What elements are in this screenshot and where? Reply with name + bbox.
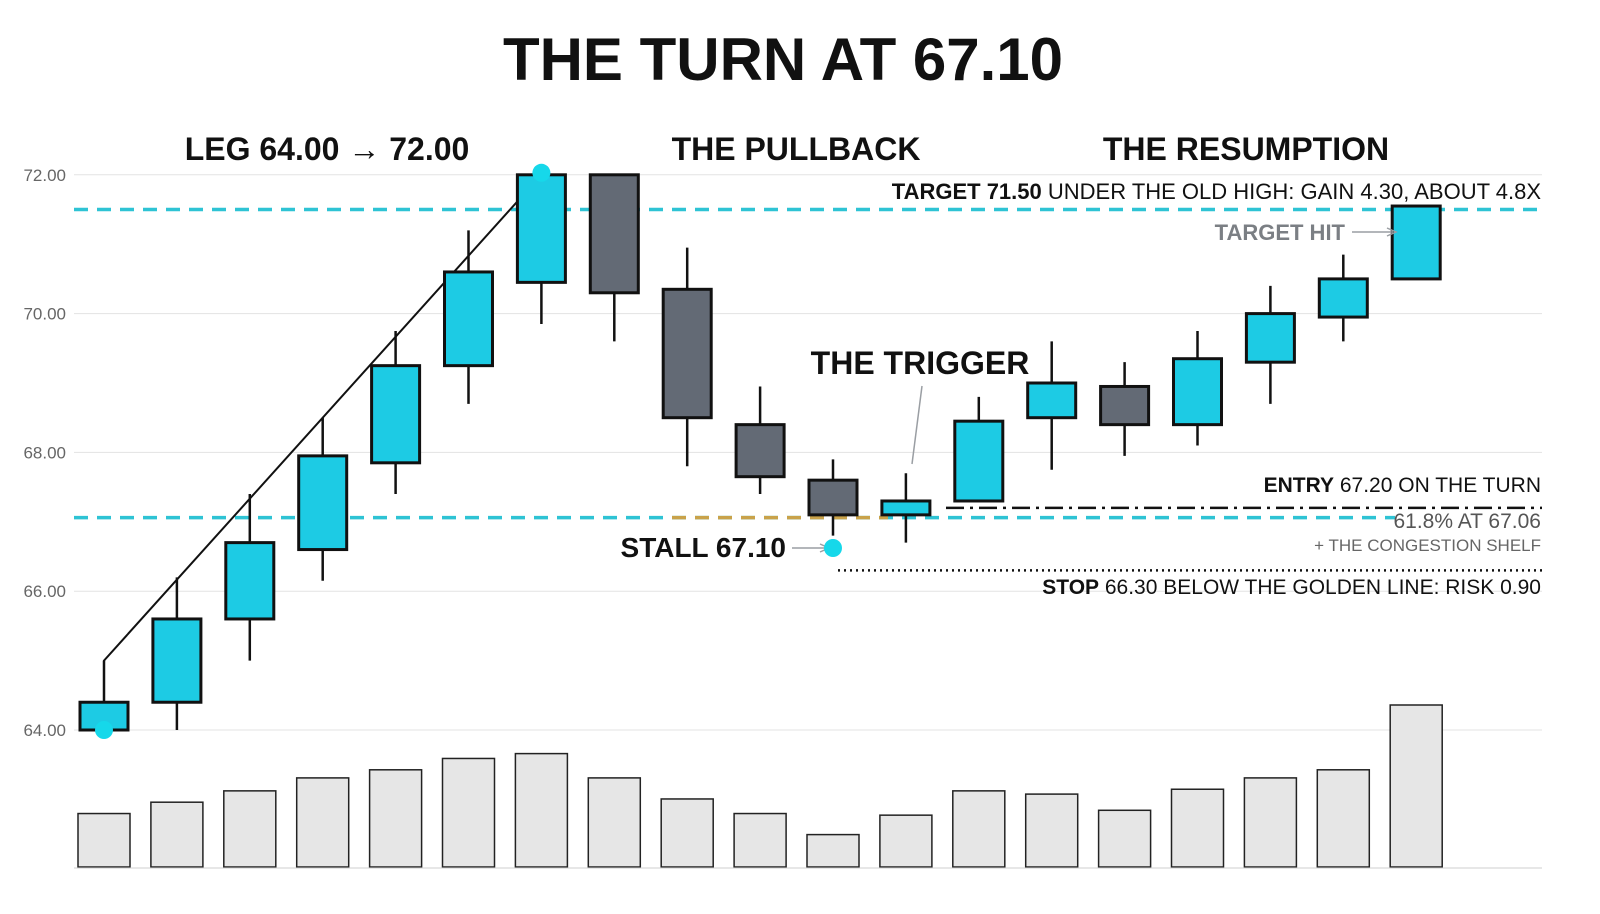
entry-label-rest: 67.20 ON THE TURN <box>1334 474 1541 497</box>
candle-body <box>297 454 349 552</box>
volume-bar <box>806 833 860 868</box>
candle-body <box>1099 384 1151 427</box>
candle <box>807 459 859 536</box>
volume-bar <box>295 777 350 868</box>
volume-bar <box>1316 769 1371 868</box>
section-label-leg: LEG 64.00 → 72.00 <box>185 131 470 167</box>
candle-body <box>588 173 640 295</box>
stall-marker <box>824 539 842 557</box>
candle-body <box>953 419 1005 503</box>
candle <box>515 173 567 325</box>
price-levels <box>74 207 1542 572</box>
y-tick-label: 72.00 <box>23 166 66 185</box>
stall-arrow <box>792 543 831 553</box>
candle <box>443 230 494 404</box>
candle-body <box>224 541 276 621</box>
section-label-resumption: THE RESUMPTION <box>1103 131 1389 167</box>
leg-end-marker <box>532 163 551 182</box>
target-hit-label: TARGET HIT <box>1215 220 1346 245</box>
candle-body <box>151 617 203 704</box>
volume-bar <box>733 812 787 868</box>
y-tick-label: 70.00 <box>23 305 66 324</box>
leg-start-marker <box>95 721 113 739</box>
candle <box>1099 362 1151 456</box>
candle <box>151 577 203 730</box>
y-tick-label: 68.00 <box>23 443 66 462</box>
stop-label: STOP 66.30 BELOW THE GOLDEN LINE: RISK 0… <box>1042 576 1541 599</box>
target-label-rest: UNDER THE OLD HIGH: GAIN 4.30, ABOUT 4.8… <box>1042 179 1542 204</box>
volume-bar <box>150 801 204 868</box>
candle-body <box>1026 381 1078 420</box>
candle <box>1317 254 1369 342</box>
candle <box>953 396 1005 503</box>
candle <box>1172 330 1223 446</box>
entry-label: ENTRY 67.20 ON THE TURN <box>1264 474 1541 497</box>
candle-body <box>734 423 786 479</box>
volume-bar <box>660 798 714 868</box>
target-label-bold: TARGET 71.50 <box>892 179 1042 204</box>
candle-body <box>443 270 494 368</box>
candle-body <box>661 287 713 420</box>
entry-label-bold: ENTRY <box>1264 474 1334 497</box>
candle <box>734 386 786 495</box>
volume-bar <box>587 777 642 868</box>
volume-bar <box>441 757 496 868</box>
candle <box>370 330 422 495</box>
candle <box>588 173 640 342</box>
fib-label: 61.8% AT 67.06 <box>1393 510 1541 533</box>
volume-bar <box>1389 704 1443 868</box>
candle-body <box>807 478 859 517</box>
volume-bar <box>1243 777 1298 868</box>
stop-label-bold: STOP <box>1042 576 1099 599</box>
candle <box>224 494 276 661</box>
candle-body <box>1244 312 1296 364</box>
candle <box>1244 285 1296 404</box>
y-tick-label: 64.00 <box>23 721 66 740</box>
volume-bar <box>514 752 569 868</box>
y-tick-label: 66.00 <box>23 582 66 601</box>
volume-bar <box>1170 788 1225 868</box>
candle-body <box>515 173 567 284</box>
volume-bar <box>879 814 933 868</box>
stall-label: STALL 67.10 <box>621 532 786 563</box>
y-axis-ticks: 72.00 70.00 68.00 66.00 64.00 <box>23 166 66 740</box>
volume-bar <box>1024 793 1079 868</box>
trigger-label: THE TRIGGER <box>811 345 1030 381</box>
volume-bar <box>77 812 131 868</box>
candle-body <box>880 499 932 517</box>
volume-bar <box>368 769 423 868</box>
candles-group <box>78 173 1442 732</box>
grid-lines <box>74 174 1542 731</box>
candle-body <box>1172 357 1223 427</box>
volume-bars-group <box>74 704 1542 869</box>
volume-bar <box>223 790 277 868</box>
chart-title: THE TURN AT 67.10 <box>503 26 1063 93</box>
shelf-label: + THE CONGESTION SHELF <box>1314 536 1541 555</box>
candle-body <box>370 364 422 465</box>
volume-bar <box>952 790 1006 868</box>
candle <box>880 473 932 543</box>
section-label-pullback: THE PULLBACK <box>672 131 921 167</box>
candle-body <box>1390 204 1442 281</box>
candle <box>1390 204 1442 281</box>
volume-bar <box>1097 809 1152 868</box>
target-hit-arrow <box>1352 227 1398 237</box>
candle <box>661 247 713 467</box>
candle <box>297 417 349 581</box>
target-label: TARGET 71.50 UNDER THE OLD HIGH: GAIN 4.… <box>892 179 1542 204</box>
candle-body <box>1317 277 1369 319</box>
candle <box>1026 341 1078 470</box>
stop-label-rest: 66.30 BELOW THE GOLDEN LINE: RISK 0.90 <box>1099 576 1541 599</box>
candle <box>78 660 130 732</box>
trigger-pointer <box>911 385 923 465</box>
